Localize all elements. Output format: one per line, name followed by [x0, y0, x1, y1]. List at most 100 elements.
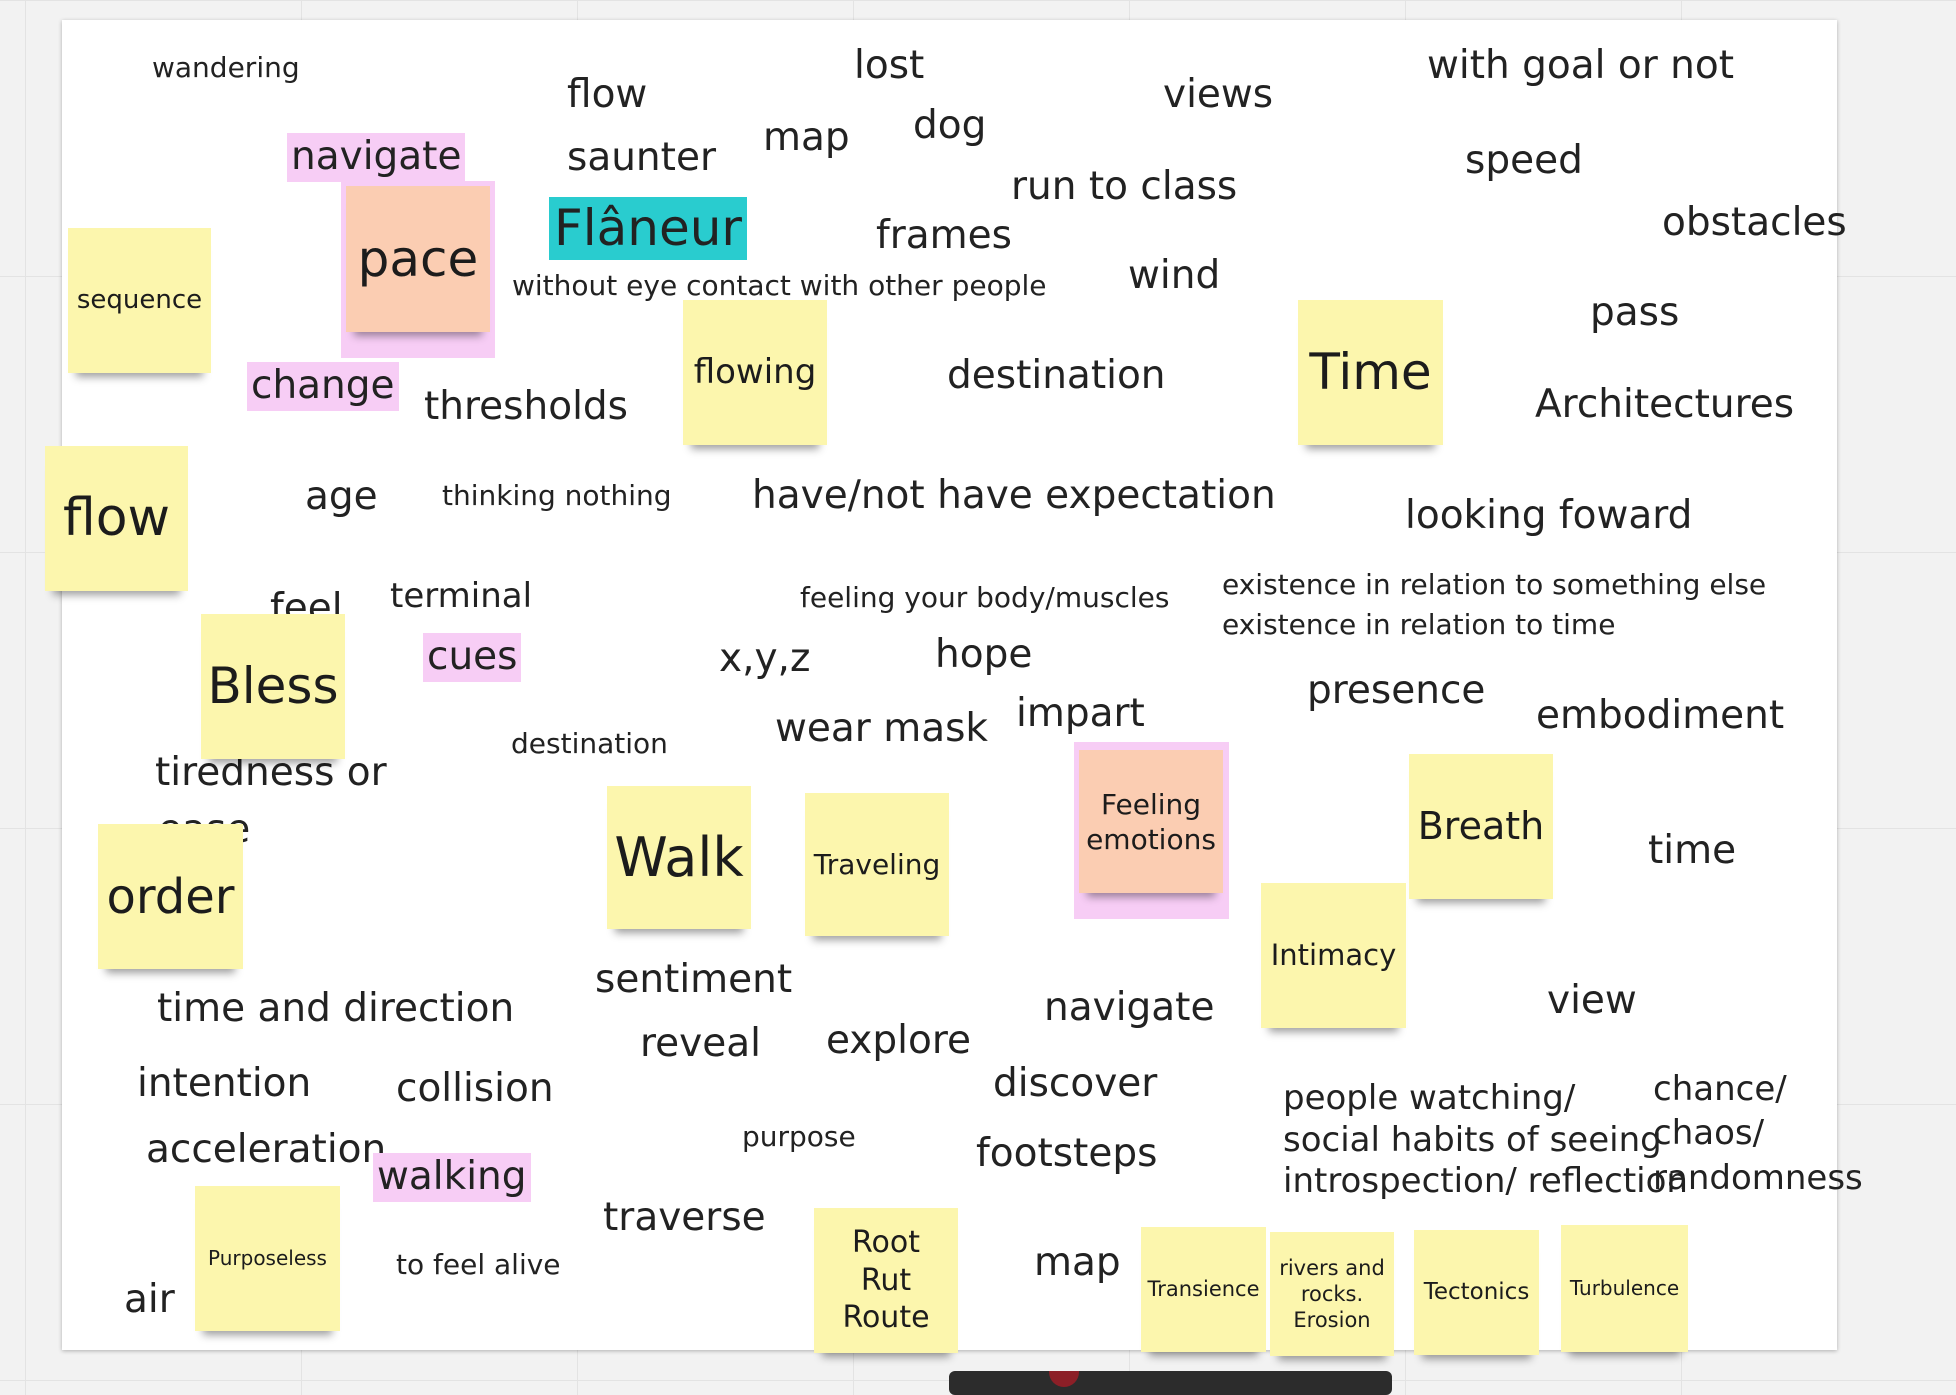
word-hope[interactable]: hope	[935, 632, 1033, 677]
word-air[interactable]: air	[124, 1277, 175, 1322]
word-collision[interactable]: collision	[396, 1066, 554, 1111]
sticky-note-label: Transience	[1147, 1277, 1260, 1302]
word-saunter[interactable]: saunter	[567, 135, 716, 180]
word-chaos[interactable]: chaos/	[1653, 1113, 1765, 1153]
sticky-note-label-line: Feeling	[1100, 787, 1202, 821]
word-obstacles[interactable]: obstacles	[1662, 200, 1847, 245]
notification-badge	[1049, 1371, 1079, 1387]
word-existence-time[interactable]: existence in relation to time	[1222, 608, 1616, 641]
sticky-note-purposeless[interactable]: Purposeless	[195, 1186, 340, 1331]
word-purpose[interactable]: purpose	[742, 1120, 856, 1153]
sticky-note-label: Walk	[614, 825, 744, 889]
word-acceleration[interactable]: acceleration	[146, 1127, 387, 1172]
word-sentiment[interactable]: sentiment	[595, 957, 793, 1002]
sticky-note-label: flowing	[693, 352, 817, 393]
word-discover[interactable]: discover	[993, 1061, 1158, 1106]
bottom-toolbar[interactable]	[949, 1371, 1392, 1395]
word-time-lower[interactable]: time	[1648, 828, 1737, 873]
word-time-and-direction[interactable]: time and direction	[157, 986, 515, 1031]
word-to-feel-alive[interactable]: to feel alive	[396, 1248, 561, 1281]
word-destination-mid[interactable]: destination	[947, 353, 1166, 398]
word-architectures[interactable]: Architectures	[1535, 382, 1795, 427]
word-speed[interactable]: speed	[1465, 138, 1583, 183]
word-flow-top[interactable]: flow	[567, 72, 648, 117]
word-randomness[interactable]: randomness	[1653, 1158, 1863, 1198]
word-dog[interactable]: dog	[913, 103, 987, 148]
sticky-note-order[interactable]: order	[98, 824, 243, 969]
word-run-to-class[interactable]: run to class	[1011, 164, 1238, 209]
word-social-habits[interactable]: social habits of seeing	[1283, 1120, 1662, 1160]
word-terminal[interactable]: terminal	[390, 576, 533, 616]
sticky-note-transience[interactable]: Transience	[1141, 1227, 1266, 1352]
word-presence[interactable]: presence	[1307, 668, 1486, 713]
word-feeling-your-body[interactable]: feeling your body/muscles	[800, 581, 1170, 614]
sticky-note-bless[interactable]: Bless	[201, 614, 345, 759]
word-existence-something-else[interactable]: existence in relation to something else	[1222, 568, 1767, 601]
word-introspection[interactable]: introspection/ reflection	[1283, 1161, 1688, 1201]
sticky-note-walk[interactable]: Walk	[607, 786, 751, 929]
word-wind[interactable]: wind	[1128, 253, 1221, 298]
sticky-note-label: pace	[357, 229, 479, 288]
sticky-note-flowing[interactable]: flowing	[683, 300, 827, 445]
sticky-note-label: Time	[1309, 343, 1432, 402]
sticky-note-root-rut-route[interactable]: Root Rut Route	[814, 1208, 958, 1353]
word-change-highlighted[interactable]: change	[247, 362, 399, 411]
word-lost[interactable]: lost	[854, 43, 925, 88]
word-destination-small[interactable]: destination	[511, 727, 668, 760]
word-wandering[interactable]: wandering	[152, 51, 300, 84]
sticky-note-label-line: Rut	[860, 1262, 912, 1298]
word-people-watching[interactable]: people watching/	[1283, 1078, 1576, 1118]
sticky-note-label-line: rocks.	[1300, 1281, 1364, 1306]
word-walking-highlighted[interactable]: walking	[373, 1153, 531, 1202]
word-looking-foward[interactable]: looking foward	[1405, 493, 1693, 538]
sticky-note-time[interactable]: Time	[1298, 300, 1443, 445]
word-footsteps[interactable]: footsteps	[976, 1131, 1158, 1176]
sticky-note-rivers-and-rocks[interactable]: rivers and rocks. Erosion	[1270, 1232, 1394, 1356]
sticky-note-turbulence[interactable]: Turbulence	[1561, 1225, 1688, 1352]
word-thinking-nothing[interactable]: thinking nothing	[442, 479, 672, 512]
word-intention[interactable]: intention	[137, 1061, 312, 1106]
sticky-note-sequence[interactable]: sequence	[68, 228, 211, 373]
sticky-note-label: Root Rut Route	[842, 1224, 929, 1337]
sticky-note-traveling[interactable]: Traveling	[805, 793, 949, 936]
sticky-note-label-line: rivers and	[1279, 1255, 1385, 1280]
sticky-note-flow[interactable]: flow	[45, 446, 188, 591]
word-have-not-have-expectation[interactable]: have/not have expectation	[752, 473, 1276, 518]
sticky-note-tectonics[interactable]: Tectonics	[1414, 1230, 1539, 1355]
word-thresholds[interactable]: thresholds	[424, 384, 628, 429]
word-explore[interactable]: explore	[826, 1018, 972, 1063]
word-reveal[interactable]: reveal	[640, 1021, 761, 1066]
word-embodiment[interactable]: embodiment	[1536, 693, 1785, 738]
word-wear-mask[interactable]: wear mask	[775, 706, 989, 751]
word-cues-highlighted[interactable]: cues	[423, 633, 522, 682]
sticky-note-label-line: Erosion	[1293, 1308, 1371, 1333]
sticky-note-breath[interactable]: Breath	[1409, 754, 1553, 899]
sticky-note-label: Tectonics	[1423, 1279, 1530, 1306]
word-flaneur-highlighted[interactable]: Flâneur	[549, 197, 747, 260]
word-map-top[interactable]: map	[763, 115, 850, 160]
word-impart[interactable]: impart	[1016, 691, 1145, 736]
sticky-note-pace[interactable]: pace	[346, 186, 490, 332]
word-navigate-lower[interactable]: navigate	[1044, 985, 1215, 1030]
word-xyz[interactable]: x,y,z	[719, 636, 811, 681]
word-age[interactable]: age	[305, 474, 378, 519]
word-without-eye-contact[interactable]: without eye contact with other people	[512, 269, 1047, 302]
sticky-note-feeling-emotions[interactable]: Feeling emotions	[1079, 750, 1223, 893]
word-views[interactable]: views	[1163, 72, 1274, 117]
sticky-note-label: Intimacy	[1270, 938, 1397, 973]
word-map-bottom[interactable]: map	[1034, 1240, 1121, 1285]
sticky-note-label: Purposeless	[208, 1246, 327, 1270]
word-pass[interactable]: pass	[1590, 290, 1680, 335]
sticky-note-label: Breath	[1417, 803, 1545, 848]
word-navigate-highlighted[interactable]: navigate	[287, 133, 466, 182]
word-chance[interactable]: chance/	[1653, 1069, 1787, 1109]
word-traverse[interactable]: traverse	[603, 1195, 766, 1240]
sticky-note-label: Feeling emotions	[1086, 787, 1216, 857]
word-frames[interactable]: frames	[876, 213, 1012, 258]
sticky-note-label-line: Root	[852, 1225, 920, 1261]
word-view[interactable]: view	[1547, 978, 1637, 1023]
sticky-note-label: Turbulence	[1569, 1276, 1680, 1300]
sticky-note-intimacy[interactable]: Intimacy	[1261, 883, 1406, 1028]
word-with-goal-or-not[interactable]: with goal or not	[1427, 43, 1735, 88]
sticky-note-label: flow	[62, 488, 171, 548]
